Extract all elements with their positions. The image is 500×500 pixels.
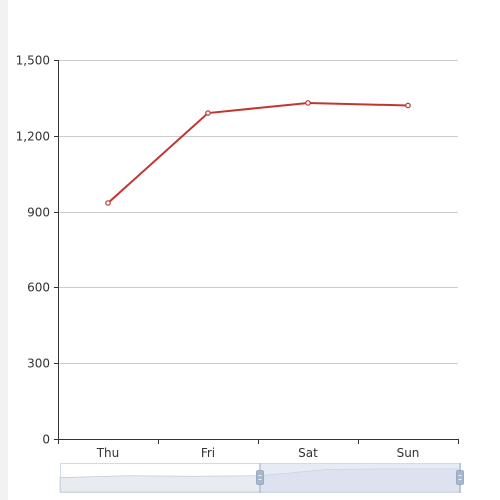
x-tick-label: Fri xyxy=(201,446,215,460)
y-tick-label: 0 xyxy=(42,433,50,447)
data-point xyxy=(405,102,411,109)
y-tick-label: 600 xyxy=(27,281,50,295)
data-point xyxy=(305,100,311,106)
series xyxy=(105,100,411,206)
x-tick-label: Sat xyxy=(298,446,318,460)
y-tick-label: 900 xyxy=(27,206,50,220)
left-panel-strip xyxy=(0,0,8,500)
series-line xyxy=(107,101,409,204)
data-point xyxy=(205,110,211,116)
x-tick-label: Sun xyxy=(397,446,420,460)
x-tick-label: Thu xyxy=(96,446,120,460)
y-tick-label: 1,500 xyxy=(16,54,50,68)
y-tick-label: 1,200 xyxy=(16,130,50,144)
y-tick-label: 300 xyxy=(27,357,50,371)
grid-lines xyxy=(58,60,458,364)
zoom-handle-right[interactable] xyxy=(456,470,464,485)
zoom-handle-left[interactable] xyxy=(256,470,264,485)
zoom-selected-range[interactable] xyxy=(260,463,460,493)
axes: 0 300 600 900 1,200 1,500 Thu Fri Sat Sun xyxy=(16,54,459,460)
data-zoom-slider[interactable] xyxy=(59,463,464,493)
data-point xyxy=(105,200,111,206)
